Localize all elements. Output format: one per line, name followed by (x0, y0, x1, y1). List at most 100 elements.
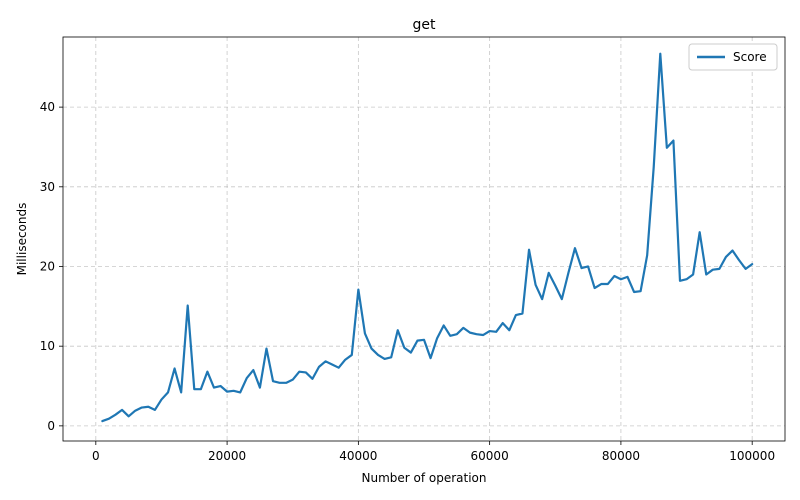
data-point (502, 322, 504, 324)
data-point (390, 356, 392, 358)
data-point (554, 285, 556, 287)
data-point (416, 339, 418, 341)
data-point (626, 276, 628, 278)
data-point (745, 268, 747, 270)
data-point (219, 385, 221, 387)
data-point (462, 327, 464, 329)
series-layer (101, 52, 754, 423)
data-point (738, 259, 740, 261)
data-point (338, 367, 340, 369)
data-point (587, 265, 589, 267)
data-point (685, 278, 687, 280)
x-axis-label: Number of operation (361, 471, 486, 485)
data-point (731, 249, 733, 251)
data-point (364, 332, 366, 334)
data-point (141, 406, 143, 408)
chart-title: get (413, 17, 437, 33)
data-point (331, 363, 333, 365)
legend: Score (688, 43, 778, 71)
plot-frame (62, 36, 786, 442)
data-point (160, 398, 162, 400)
data-point (705, 273, 707, 275)
data-point (508, 329, 510, 331)
data-point (475, 333, 477, 335)
data-point (725, 256, 727, 258)
data-point (233, 390, 235, 392)
data-point (567, 272, 569, 274)
data-point (751, 263, 753, 265)
data-point (167, 391, 169, 393)
y-tick-label: 0 (47, 419, 55, 433)
x-tick-label: 60000 (471, 449, 509, 463)
data-point (128, 415, 130, 417)
data-point (377, 354, 379, 356)
grid-layer (63, 37, 785, 441)
data-point (449, 335, 451, 337)
data-point (718, 268, 720, 270)
data-point (193, 388, 195, 390)
y-axis-label: Milliseconds (15, 203, 29, 276)
data-point (534, 284, 536, 286)
data-point (357, 288, 359, 290)
data-point (574, 247, 576, 249)
data-point (370, 347, 372, 349)
data-point (620, 278, 622, 280)
data-point (154, 409, 156, 411)
data-point (187, 304, 189, 306)
data-point (206, 371, 208, 373)
data-point (594, 287, 596, 289)
data-point (311, 378, 313, 380)
data-point (712, 269, 714, 271)
data-point (489, 330, 491, 332)
data-point (679, 280, 681, 282)
data-point (429, 357, 431, 359)
x-tick-label: 80000 (602, 449, 640, 463)
data-point (324, 360, 326, 362)
data-point (292, 379, 294, 381)
data-point (226, 390, 228, 392)
data-point (384, 358, 386, 360)
data-point (436, 337, 438, 339)
data-point (410, 351, 412, 353)
data-point (692, 273, 694, 275)
data-point (495, 331, 497, 333)
data-point (121, 409, 123, 411)
data-point (515, 314, 517, 316)
x-tick-label: 20000 (208, 449, 246, 463)
data-point (239, 391, 241, 393)
data-point (613, 275, 615, 277)
data-point (600, 283, 602, 285)
data-point (344, 359, 346, 361)
data-point (173, 367, 175, 369)
data-point (213, 387, 215, 389)
data-point (482, 334, 484, 336)
y-tick-label: 40 (40, 100, 55, 114)
data-point (443, 324, 445, 326)
data-point (653, 166, 655, 168)
data-point (521, 312, 523, 314)
data-point (252, 369, 254, 371)
data-point (607, 283, 609, 285)
data-point (666, 147, 668, 149)
data-point (403, 347, 405, 349)
data-point (561, 298, 563, 300)
y-tick-label: 20 (40, 259, 55, 273)
data-point (456, 333, 458, 335)
y-tick-label: 10 (40, 339, 55, 353)
data-point (423, 339, 425, 341)
data-point (200, 388, 202, 390)
data-point (318, 366, 320, 368)
data-point (180, 391, 182, 393)
data-point (272, 380, 274, 382)
tick-layer: 0 20000 40000 60000 80000 100000 0 10 20 30 40 (40, 100, 775, 463)
data-point (469, 332, 471, 334)
data-point (279, 382, 281, 384)
x-tick-label: 40000 (339, 449, 377, 463)
data-point (147, 406, 149, 408)
data-point (528, 249, 530, 251)
data-point (285, 382, 287, 384)
data-point (108, 418, 110, 420)
data-point (305, 371, 307, 373)
